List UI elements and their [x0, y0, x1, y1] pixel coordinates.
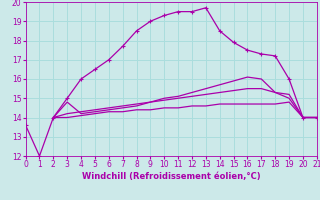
X-axis label: Windchill (Refroidissement éolien,°C): Windchill (Refroidissement éolien,°C) [82, 172, 260, 181]
